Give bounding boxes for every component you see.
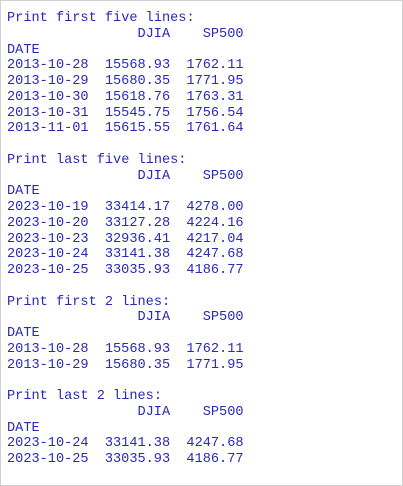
value-cell: 4186.77: [186, 263, 244, 278]
value-cell: 15568.93: [104, 58, 171, 74]
output-section: Print last 2 lines: DJIA SP500 DATE 2023-10-…: [7, 389, 402, 468]
column-header: SP500: [202, 168, 244, 184]
column-header: DJIA: [137, 26, 171, 42]
index-name: DATE: [7, 420, 40, 436]
output-text: Print first five lines: DJIA SP500 DATE 2013…: [1, 1, 402, 468]
value-cell: 4224.16: [186, 215, 244, 231]
value-cell: 1771.95: [186, 357, 244, 373]
date-cell: 2013-10-28: [7, 58, 89, 74]
data-row: 2023-10-25 33035.93 4186.77: [7, 263, 402, 279]
data-row: 2013-11-01 15615.55 1761.64: [7, 121, 402, 137]
column-header: DJIA: [137, 168, 171, 184]
data-row: 2013-10-31 15545.75 1756.54: [7, 106, 402, 122]
column-header: SP500: [202, 26, 244, 42]
date-cell: 2013-10-29: [7, 74, 89, 89]
data-row: 2023-10-23 32936.41 4217.04: [7, 232, 402, 248]
column-header-row: DJIA SP500: [7, 405, 402, 421]
value-cell: 15568.93: [104, 341, 171, 357]
section-heading: Print last five lines:: [7, 152, 187, 168]
value-cell: 15618.76: [104, 89, 171, 105]
date-cell: 2023-10-24: [7, 247, 89, 263]
value-cell: 15680.35: [104, 74, 171, 89]
column-header: DJIA: [137, 404, 171, 420]
date-cell: 2013-10-28: [7, 341, 89, 357]
data-row: 2013-10-29 15680.35 1771.95: [7, 74, 402, 90]
value-cell: 15545.75: [104, 105, 171, 121]
column-header: SP500: [202, 404, 244, 420]
output-section: Print first 2 lines: DJIA SP500 DATE 2013-10…: [7, 295, 402, 374]
output-section: Print last five lines: DJIA SP500 DATE 2023-…: [7, 153, 402, 279]
value-cell: 33141.38: [104, 247, 171, 263]
data-row: 2013-10-30 15618.76 1763.31: [7, 90, 402, 106]
value-cell: 33035.93: [104, 452, 171, 467]
date-cell: 2013-10-29: [7, 357, 89, 373]
value-cell: 33414.17: [104, 200, 171, 215]
date-cell: 2013-10-30: [7, 89, 89, 105]
value-cell: 1771.95: [186, 74, 244, 89]
index-name: DATE: [7, 184, 40, 200]
value-cell: 15680.35: [104, 357, 171, 373]
value-cell: 15615.55: [104, 121, 171, 137]
value-cell: 4278.00: [186, 200, 244, 215]
output-section: Print first five lines: DJIA SP500 DATE 2013…: [7, 11, 402, 137]
date-cell: 2023-10-25: [7, 452, 89, 467]
date-cell: 2023-10-24: [7, 436, 89, 452]
data-row: 2023-10-19 33414.17 4278.00: [7, 200, 402, 216]
value-cell: 33035.93: [104, 263, 171, 278]
index-name: DATE: [7, 42, 40, 58]
section-heading: Print first five lines:: [7, 11, 195, 26]
data-row: 2013-10-29 15680.35 1771.95: [7, 358, 402, 374]
value-cell: 4247.68: [186, 436, 244, 452]
data-row: 2023-10-20 33127.28 4224.16: [7, 216, 402, 232]
column-header-row: DJIA SP500: [7, 169, 402, 185]
section-heading: Print last 2 lines:: [7, 389, 162, 404]
value-cell: 1761.64: [186, 121, 244, 137]
data-row: 2023-10-24 33141.38 4247.68: [7, 436, 402, 452]
section-heading: Print first 2 lines:: [7, 294, 171, 310]
data-row: 2013-10-28 15568.93 1762.11: [7, 58, 402, 74]
value-cell: 1762.11: [186, 341, 244, 357]
value-cell: 4217.04: [186, 231, 244, 247]
data-row: 2013-10-28 15568.93 1762.11: [7, 342, 402, 358]
date-cell: 2023-10-20: [7, 215, 89, 231]
value-cell: 33141.38: [104, 436, 171, 452]
column-header-row: DJIA SP500: [7, 310, 402, 326]
index-name: DATE: [7, 326, 40, 341]
value-cell: 1756.54: [186, 105, 244, 121]
column-header: SP500: [202, 310, 244, 326]
value-cell: 4247.68: [186, 247, 244, 263]
data-row: 2023-10-25 33035.93 4186.77: [7, 452, 402, 468]
value-cell: 1763.31: [186, 89, 244, 105]
date-cell: 2013-10-31: [7, 105, 89, 121]
value-cell: 1762.11: [186, 58, 244, 74]
value-cell: 33127.28: [104, 215, 171, 231]
date-cell: 2023-10-23: [7, 231, 89, 247]
value-cell: 4186.77: [186, 452, 244, 467]
date-cell: 2023-10-19: [7, 200, 89, 215]
column-header-row: DJIA SP500: [7, 27, 402, 43]
date-cell: 2023-10-25: [7, 263, 89, 278]
data-row: 2023-10-24 33141.38 4247.68: [7, 247, 402, 263]
value-cell: 32936.41: [104, 231, 171, 247]
column-header: DJIA: [137, 310, 171, 326]
date-cell: 2013-11-01: [7, 121, 89, 137]
